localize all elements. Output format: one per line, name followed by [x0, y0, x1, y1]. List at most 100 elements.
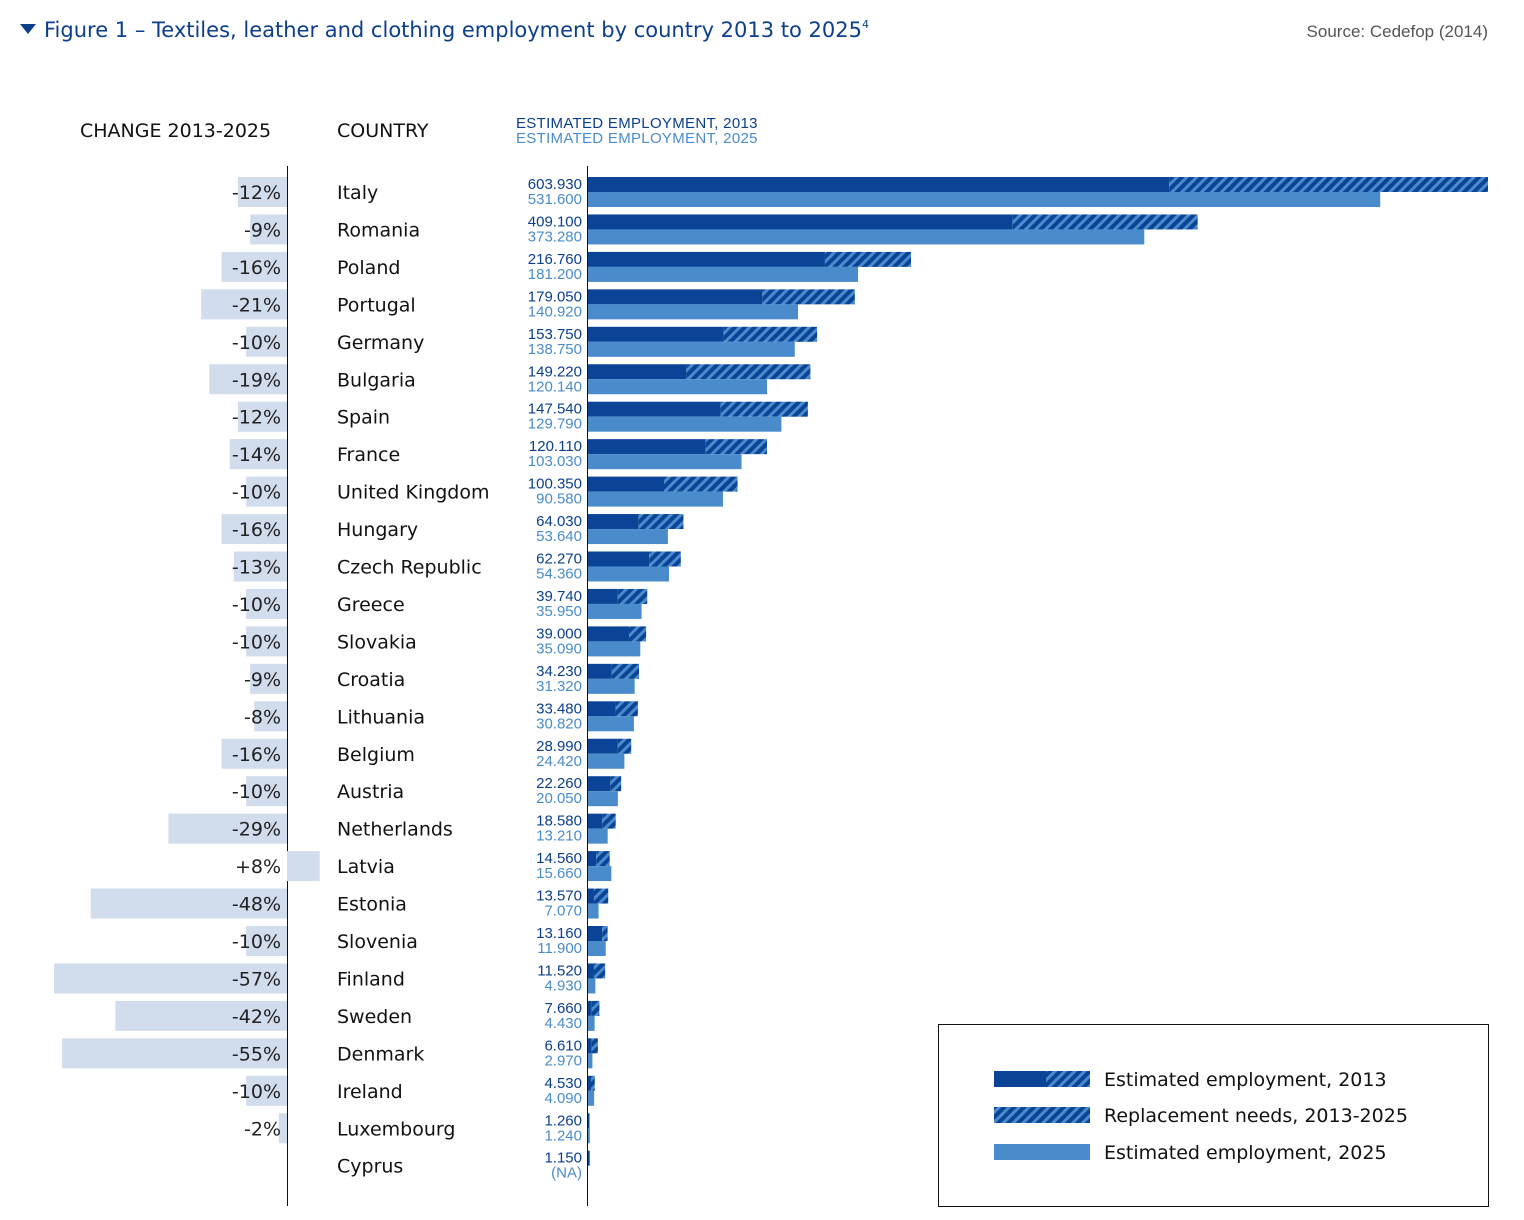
- bar-replacement-lithuania: [615, 701, 638, 717]
- bar-replacement-netherlands: [602, 813, 616, 829]
- value-2025-lithuania: 30.820: [536, 715, 582, 732]
- bar-2013-germany: [588, 326, 724, 342]
- bar-2025-ireland: [588, 1090, 595, 1106]
- bar-2013-latvia: [588, 851, 597, 867]
- change-label-luxembourg: -2%: [244, 1118, 281, 1140]
- value-2025-poland: 181.200: [528, 266, 582, 283]
- bar-2025-netherlands: [588, 828, 608, 844]
- bar-replacement-croatia: [611, 663, 640, 679]
- value-2025-belgium: 24.420: [536, 753, 582, 770]
- value-2025-bulgaria: 120.140: [528, 378, 582, 395]
- bar-2013-poland: [588, 251, 825, 267]
- change-bar-united-kingdom: [246, 476, 287, 507]
- value-2013-poland: 216.760: [528, 251, 582, 268]
- change-label-belgium: -16%: [232, 744, 281, 766]
- change-label-romania: -9%: [244, 219, 281, 241]
- bar-2025-austria: [588, 791, 618, 807]
- employment-2013-header: ESTIMATED EMPLOYMENT, 2013: [516, 115, 758, 132]
- bar-2013-lithuania: [588, 701, 616, 717]
- value-2025-ireland: 4.090: [544, 1090, 582, 1107]
- collapse-triangle-icon[interactable]: [20, 24, 36, 34]
- change-label-united-kingdom: -10%: [232, 482, 281, 504]
- bar-replacement-portugal: [762, 289, 855, 305]
- country-label-belgium: Belgium: [337, 744, 415, 766]
- title-superscript: 4: [862, 18, 869, 31]
- bar-2013-bulgaria: [588, 364, 687, 380]
- bar-2013-hungary: [588, 514, 639, 530]
- country-label-croatia: Croatia: [337, 669, 405, 691]
- bar-replacement-bulgaria: [686, 364, 811, 380]
- bar-replacement-czech-republic: [649, 551, 681, 567]
- bar-replacement-greece: [617, 588, 648, 604]
- value-2013-netherlands: 18.580: [536, 813, 582, 830]
- bar-2025-poland: [588, 266, 859, 282]
- change-bar-latvia: [287, 851, 320, 882]
- value-2025-sweden: 4.430: [544, 1015, 582, 1032]
- bar-2025-spain: [588, 416, 782, 432]
- bar-2013-austria: [588, 776, 611, 792]
- bar-2013-estonia: [588, 888, 594, 904]
- value-2025-spain: 129.790: [528, 416, 582, 433]
- source-note: Source: Cedefop (2014): [1307, 22, 1488, 41]
- value-2013-finland: 11.520: [537, 962, 582, 979]
- change-column-header: CHANGE 2013-2025: [80, 120, 271, 142]
- change-bar-croatia: [250, 663, 287, 694]
- value-2013-spain: 147.540: [528, 401, 582, 418]
- value-2025-greece: 35.950: [536, 603, 582, 620]
- value-2013-france: 120.110: [529, 438, 582, 455]
- value-2025-united-kingdom: 90.580: [536, 491, 582, 508]
- value-2013-cyprus: 1.150: [544, 1150, 582, 1167]
- change-label-ireland: -10%: [232, 1081, 281, 1103]
- change-bar-germany: [246, 326, 287, 357]
- value-2013-czech-republic: 62.270: [536, 551, 582, 568]
- country-label-lithuania: Lithuania: [337, 706, 425, 728]
- value-2025-denmark: 2.970: [544, 1052, 582, 1069]
- value-2013-slovenia: 13.160: [536, 925, 582, 942]
- legend-swatch-replacement: [994, 1107, 1090, 1123]
- change-bar-austria: [246, 776, 287, 807]
- legend-label-emp2025: Estimated employment, 2025: [1104, 1142, 1387, 1164]
- change-bar-ireland: [246, 1075, 287, 1106]
- bar-2025-croatia: [588, 678, 635, 694]
- value-2025-estonia: 7.070: [544, 903, 582, 920]
- bar-2025-estonia: [588, 903, 599, 919]
- value-2025-germany: 138.750: [528, 341, 582, 358]
- legend: Estimated employment, 2013 Replacement n…: [938, 1024, 1489, 1207]
- change-bar-romania: [250, 214, 287, 245]
- bar-2013-portugal: [588, 289, 763, 305]
- value-2013-luxembourg: 1.260: [544, 1112, 582, 1129]
- bar-replacement-finland: [593, 963, 606, 979]
- bar-replacement-latvia: [596, 851, 610, 867]
- bar-2025-luxembourg: [588, 1128, 590, 1144]
- country-label-latvia: Latvia: [337, 856, 395, 878]
- bar-2013-cyprus: [588, 1150, 590, 1166]
- bar-2025-germany: [588, 341, 795, 357]
- country-label-greece: Greece: [337, 594, 405, 616]
- bar-2025-lithuania: [588, 716, 634, 732]
- change-bar-greece: [246, 588, 287, 619]
- change-bar-sweden: [115, 1000, 287, 1031]
- value-2013-denmark: 6.610: [544, 1037, 582, 1054]
- bar-2013-ireland: [588, 1075, 591, 1091]
- change-label-france: -14%: [232, 444, 281, 466]
- change-bar-slovakia: [246, 626, 287, 657]
- bar-replacement-denmark: [591, 1038, 598, 1054]
- change-label-lithuania: -8%: [244, 706, 281, 728]
- value-2025-netherlands: 13.210: [536, 828, 582, 845]
- change-label-bulgaria: -19%: [232, 369, 281, 391]
- country-label-austria: Austria: [337, 781, 404, 803]
- bar-replacement-spain: [720, 401, 808, 417]
- country-label-portugal: Portugal: [337, 294, 416, 316]
- legend-swatch-emp2013-hatched: [1046, 1071, 1090, 1087]
- change-bar-luxembourg: [278, 1113, 287, 1144]
- value-2013-austria: 22.260: [536, 775, 582, 792]
- bar-replacement-slovakia: [628, 626, 647, 642]
- country-column-header: COUNTRY: [337, 120, 429, 142]
- bar-2025-portugal: [588, 304, 799, 320]
- change-label-italy: -12%: [232, 182, 281, 204]
- bar-2025-finland: [588, 978, 596, 994]
- bar-2013-greece: [588, 588, 618, 604]
- change-bar-finland: [54, 963, 287, 994]
- country-label-italy: Italy: [337, 182, 378, 204]
